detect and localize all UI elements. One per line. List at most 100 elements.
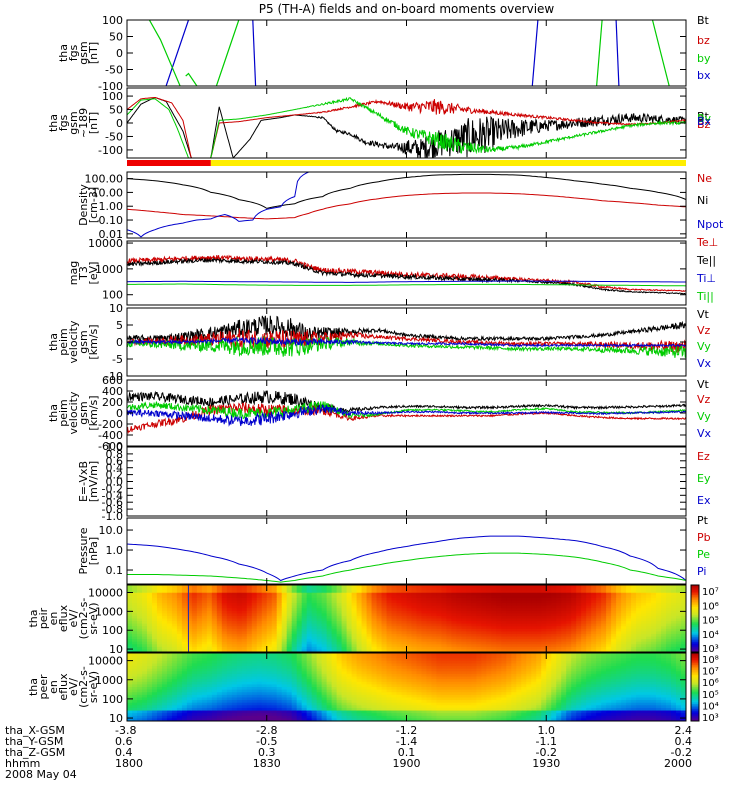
spectrogram-cell — [536, 636, 542, 640]
spectrogram-cell — [451, 592, 458, 596]
spectrogram-cell — [331, 592, 338, 596]
spectrogram-cell — [161, 655, 168, 659]
spectrogram-cell — [541, 628, 547, 632]
spectrogram-cell — [376, 628, 383, 632]
spectrogram-cell — [511, 585, 517, 589]
spectrogram-cell — [371, 644, 378, 648]
spectrogram-cell — [646, 618, 652, 622]
spectrogram-cell — [206, 585, 213, 589]
spectrogram-cell — [201, 641, 208, 645]
spectrogram-cell — [256, 663, 263, 667]
spectrogram-cell — [191, 608, 198, 612]
spectrogram-cell — [296, 605, 303, 609]
spectrogram-cell — [466, 718, 472, 721]
spectrogram-cell — [356, 603, 363, 607]
spectrogram-cell — [231, 671, 238, 675]
spectrogram-cell — [411, 658, 418, 662]
spectrogram-cell — [206, 608, 213, 612]
spectrogram-cell — [316, 710, 323, 714]
spectrogram-cell — [241, 590, 248, 594]
spectrogram-cell — [451, 590, 458, 594]
spectrogram-cell — [666, 592, 672, 596]
spectrogram-cell — [156, 608, 163, 612]
spectrogram-cell — [231, 603, 238, 607]
spectrogram-cell — [336, 597, 343, 602]
spectrogram-cell — [611, 641, 617, 645]
spectrogram-cell — [401, 702, 408, 706]
spectrogram-cell — [366, 644, 373, 648]
spectrogram-cell — [181, 710, 188, 714]
spectrogram-cell — [476, 660, 482, 665]
spectrogram-cell — [321, 705, 328, 709]
spectrogram-cell — [391, 692, 398, 696]
spectrogram-cell — [251, 692, 258, 696]
spectrogram-cell — [596, 618, 602, 622]
spectrogram-cell — [316, 585, 323, 589]
spectrogram-cell — [186, 600, 193, 604]
spectrogram-cell — [316, 676, 323, 680]
spectrogram-cell — [396, 673, 403, 678]
spectrogram-cell — [196, 621, 203, 625]
spectrogram-cell — [301, 621, 308, 625]
spectrogram-cell — [616, 639, 622, 643]
spectrogram-cell — [671, 628, 677, 632]
spectrogram-cell — [296, 700, 303, 704]
spectrogram-cell — [491, 641, 497, 645]
spectrogram-cell — [416, 705, 423, 709]
spectrogram-cell — [461, 631, 467, 635]
spectrogram-cell — [221, 644, 228, 648]
colorbar-band — [691, 620, 699, 623]
spectrogram-cell — [186, 646, 193, 651]
spectrogram-cell — [266, 600, 273, 604]
spectrogram-cell — [201, 628, 208, 632]
spectrogram-cell — [606, 636, 612, 640]
spectrogram-cell — [196, 597, 203, 602]
spectrogram-cell — [351, 628, 358, 632]
spectrogram-cell — [246, 679, 253, 683]
spectrogram-cell — [656, 613, 662, 617]
spectrogram-cell — [161, 668, 168, 672]
spectrogram-cell — [191, 587, 198, 591]
spectrogram-cell — [301, 644, 308, 648]
spectrogram-cell — [416, 618, 423, 622]
spectrogram-cell — [301, 608, 308, 612]
spectrogram-cell — [671, 590, 677, 594]
spectrogram-cell — [336, 610, 343, 614]
spectrogram-cell — [221, 621, 228, 625]
colorbar-band — [691, 608, 699, 611]
spectrogram-cell — [161, 671, 168, 675]
spectrogram-cell — [391, 687, 398, 691]
spectrogram-cell — [431, 615, 438, 620]
spectrogram-cell — [651, 646, 657, 651]
spectrogram-cell — [681, 595, 686, 599]
spectrogram-cell — [646, 595, 652, 599]
spectrogram-cell — [161, 684, 168, 688]
spectrogram-cell — [681, 618, 686, 622]
spectrogram-cell — [616, 605, 622, 609]
spectrogram-cell — [341, 636, 348, 640]
spectrogram-cell — [226, 649, 233, 652]
spectrogram-cell — [361, 658, 368, 662]
spectrogram-cell — [241, 692, 248, 696]
spectrogram-cell — [366, 702, 373, 706]
spectrogram-cell — [586, 626, 592, 630]
spectrogram-cell — [631, 595, 637, 599]
spectrogram-cell — [251, 653, 258, 657]
spectrogram-cell — [326, 700, 333, 704]
spectrogram-cell — [346, 710, 353, 714]
spectrogram-cell — [651, 590, 657, 594]
spectrogram-cell — [296, 710, 303, 714]
spectrogram-cell — [256, 595, 263, 599]
spectrogram-cell — [411, 718, 418, 721]
spectrogram-cell — [181, 668, 188, 672]
spectrogram-cell — [461, 597, 467, 602]
spectrogram-cell — [301, 655, 308, 659]
spectrogram-cell — [391, 633, 398, 638]
spectrogram-cell — [251, 707, 258, 712]
spectrogram-cell — [206, 649, 213, 652]
spectrogram-cell — [536, 605, 542, 609]
spectrogram-cell — [386, 613, 393, 617]
spectrogram-cell — [591, 585, 597, 589]
spectrogram-cell — [446, 663, 453, 667]
spectrogram-cell — [546, 600, 552, 604]
